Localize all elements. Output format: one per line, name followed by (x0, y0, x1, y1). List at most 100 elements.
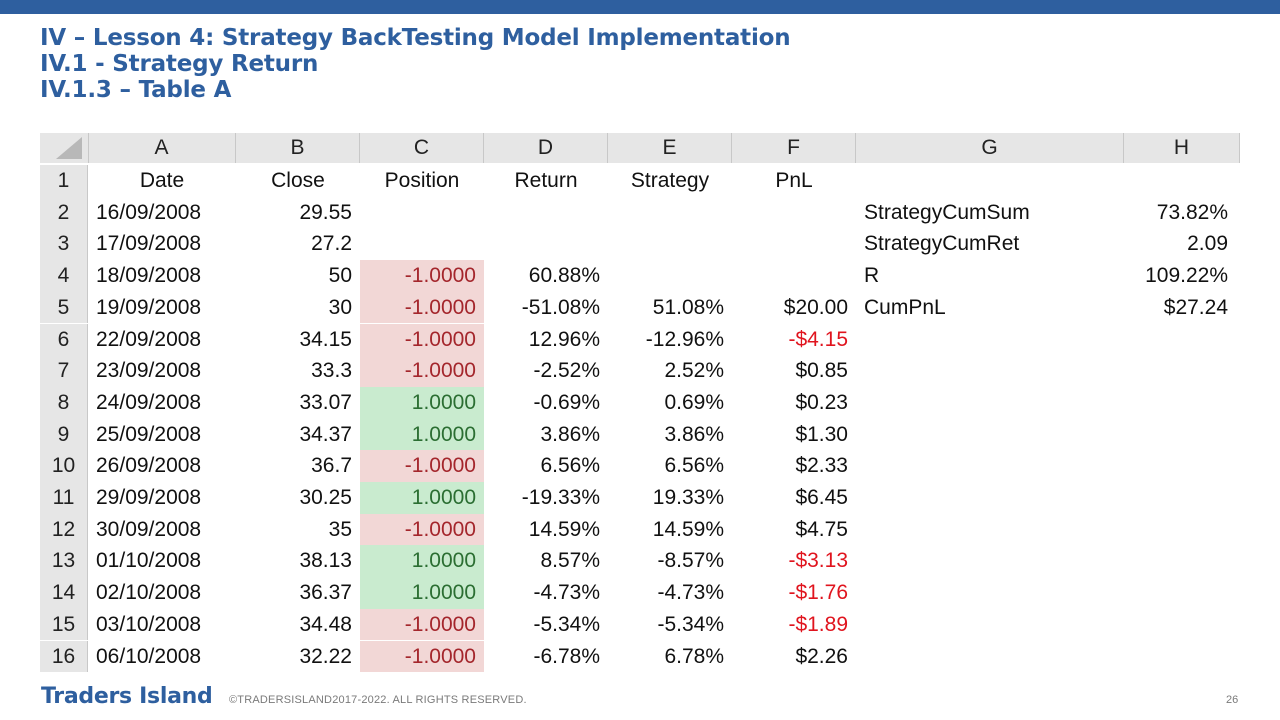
cell-a4[interactable]: 18/09/2008 (96, 264, 202, 288)
cell-b12[interactable]: 35 (328, 517, 352, 541)
cell-a13[interactable]: 01/10/2008 (96, 549, 202, 573)
cell-e1[interactable]: Strategy (630, 169, 710, 192)
cell-g8[interactable] (856, 387, 1124, 419)
cell-e9[interactable]: 3.86% (664, 422, 724, 446)
cell-b4[interactable]: 50 (328, 264, 352, 288)
row-header[interactable]: 13 (40, 545, 88, 578)
cell-d6[interactable]: 12.96% (528, 327, 600, 351)
cell-b14[interactable]: 36.37 (299, 581, 352, 605)
row-header[interactable]: 10 (40, 450, 88, 482)
cell-a8[interactable]: 24/09/2008 (96, 390, 202, 414)
row-header[interactable]: 3 (40, 228, 88, 261)
row-header[interactable]: 7 (40, 355, 88, 387)
cell-c10[interactable]: -1.0000 (360, 450, 484, 482)
cell-g10[interactable] (856, 450, 1124, 482)
cell-d2[interactable] (484, 197, 608, 229)
cell-f11[interactable]: $6.45 (795, 486, 848, 509)
cell-g4[interactable]: R (864, 264, 880, 288)
cell-f14[interactable]: -$1.76 (788, 581, 848, 605)
cell-b5[interactable]: 30 (328, 295, 352, 319)
cell-g15[interactable] (856, 609, 1124, 641)
column-header-h[interactable]: H (1124, 133, 1240, 163)
cell-h12[interactable] (1124, 514, 1240, 546)
cell-g5[interactable]: CumPnL (864, 295, 946, 319)
cell-d7[interactable]: -2.52% (533, 359, 600, 383)
cell-a5[interactable]: 19/09/2008 (96, 295, 202, 319)
cell-d11[interactable]: -19.33% (521, 486, 600, 509)
cell-a6[interactable]: 22/09/2008 (96, 327, 202, 351)
cell-c9[interactable]: 1.0000 (360, 418, 484, 451)
cell-f6[interactable]: -$4.15 (788, 327, 848, 351)
cell-e3[interactable] (608, 228, 732, 260)
cell-d10[interactable]: 6.56% (540, 454, 600, 478)
cell-h10[interactable] (1124, 450, 1240, 482)
row-header[interactable]: 9 (40, 418, 88, 451)
cell-g1[interactable] (856, 165, 1124, 197)
cell-f8[interactable]: $0.23 (795, 390, 848, 414)
cell-h15[interactable] (1124, 609, 1240, 641)
cell-d8[interactable]: -0.69% (533, 390, 600, 414)
cell-b6[interactable]: 34.15 (299, 327, 352, 351)
cell-e2[interactable] (608, 197, 732, 229)
cell-b11[interactable]: 30.25 (299, 486, 352, 509)
cell-d4[interactable]: 60.88% (528, 264, 600, 288)
cell-b16[interactable]: 32.22 (299, 644, 352, 668)
cell-g12[interactable] (856, 514, 1124, 546)
cell-d14[interactable]: -4.73% (533, 581, 600, 605)
cell-f9[interactable]: $1.30 (795, 422, 848, 446)
cell-h13[interactable] (1124, 545, 1240, 577)
row-header[interactable]: 8 (40, 386, 88, 419)
cell-c5[interactable]: -1.0000 (360, 291, 484, 324)
column-header-b[interactable]: B (236, 133, 360, 163)
cell-b2[interactable]: 29.55 (299, 200, 352, 224)
row-header[interactable]: 5 (40, 291, 88, 324)
cell-b13[interactable]: 38.13 (299, 549, 352, 573)
cell-a10[interactable]: 26/09/2008 (96, 454, 202, 478)
cell-h8[interactable] (1124, 387, 1240, 419)
cell-h5[interactable]: $27.24 (1163, 295, 1228, 319)
cell-d16[interactable]: -6.78% (533, 644, 600, 668)
cell-b1[interactable]: Close (271, 169, 325, 192)
cell-c8[interactable]: 1.0000 (360, 386, 484, 419)
cell-e13[interactable]: -8.57% (657, 549, 724, 573)
cell-f2[interactable] (732, 197, 856, 229)
cell-c2[interactable] (360, 197, 484, 229)
cell-f3[interactable] (732, 228, 856, 260)
cell-g11[interactable] (856, 482, 1124, 514)
cell-a14[interactable]: 02/10/2008 (96, 581, 202, 605)
cell-a15[interactable]: 03/10/2008 (96, 612, 202, 636)
cell-f16[interactable]: $2.26 (795, 644, 848, 668)
cell-g2[interactable]: StrategyCumSum (864, 200, 1030, 224)
row-header[interactable]: 2 (40, 196, 88, 229)
cell-e8[interactable]: 0.69% (664, 390, 724, 414)
cell-d13[interactable]: 8.57% (540, 549, 600, 573)
cell-e16[interactable]: 6.78% (664, 644, 724, 668)
cell-b10[interactable]: 36.7 (311, 454, 352, 478)
cell-f15[interactable]: -$1.89 (788, 612, 848, 636)
cell-b15[interactable]: 34.48 (299, 612, 352, 636)
cell-c16[interactable]: -1.0000 (360, 640, 484, 673)
cell-d3[interactable] (484, 228, 608, 260)
row-header[interactable]: 6 (40, 323, 88, 356)
cell-g6[interactable] (856, 324, 1124, 356)
cell-a11[interactable]: 29/09/2008 (96, 486, 202, 509)
cell-e6[interactable]: -12.96% (645, 327, 724, 351)
cell-f10[interactable]: $2.33 (795, 454, 848, 478)
cell-h4[interactable]: 109.22% (1145, 264, 1228, 288)
column-header-c[interactable]: C (360, 133, 484, 163)
row-header[interactable]: 4 (40, 260, 88, 292)
cell-a3[interactable]: 17/09/2008 (96, 232, 202, 256)
cell-f12[interactable]: $4.75 (795, 517, 848, 541)
cell-c7[interactable]: -1.0000 (360, 355, 484, 387)
cell-f13[interactable]: -$3.13 (788, 549, 848, 573)
column-header-d[interactable]: D (484, 133, 608, 163)
cell-d1[interactable]: Return (514, 169, 578, 192)
cell-e10[interactable]: 6.56% (664, 454, 724, 478)
cell-h11[interactable] (1124, 482, 1240, 514)
cell-h2[interactable]: 73.82% (1156, 200, 1228, 224)
cell-h1[interactable] (1124, 165, 1240, 197)
cell-h16[interactable] (1124, 641, 1240, 673)
row-header[interactable]: 1 (40, 165, 88, 197)
cell-f7[interactable]: $0.85 (795, 359, 848, 383)
cell-g3[interactable]: StrategyCumRet (864, 232, 1020, 256)
